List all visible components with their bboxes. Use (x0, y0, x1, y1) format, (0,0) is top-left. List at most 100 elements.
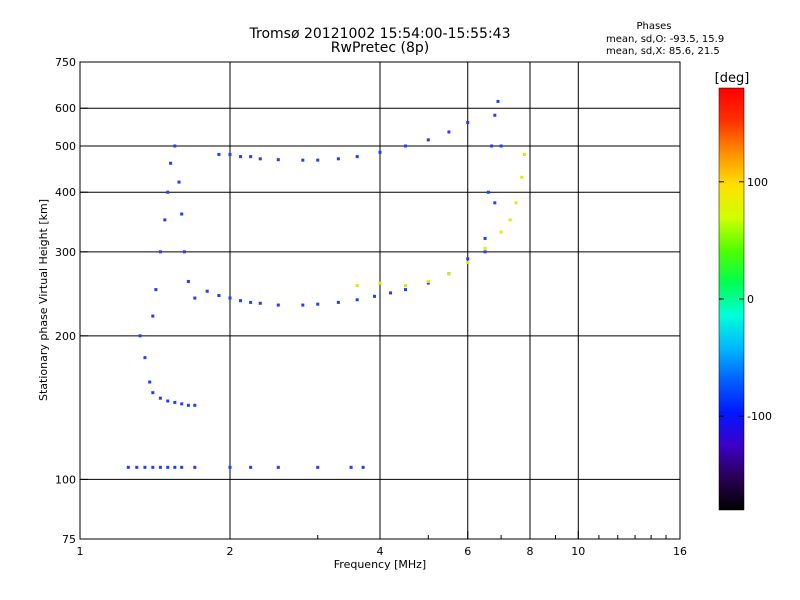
data-point (217, 293, 221, 297)
data-point (143, 465, 147, 469)
data-point (173, 144, 177, 148)
data-point (403, 144, 407, 148)
data-point (389, 291, 393, 295)
data-point (378, 150, 382, 154)
colorbar-tick-label: -100 (747, 410, 772, 423)
data-point (228, 152, 232, 156)
phases-line-x: mean, sd,X: 85.6, 21.5 (606, 46, 720, 57)
data-point (523, 152, 527, 156)
y-tick-label: 200 (55, 330, 76, 343)
data-point (126, 465, 130, 469)
data-point (186, 279, 190, 283)
data-point (158, 465, 162, 469)
y-tick-label: 750 (55, 56, 76, 69)
x-tick-label: 6 (464, 545, 471, 558)
chart-title: Tromsø 20121002 15:54:00-15:55:43 (249, 26, 511, 42)
y-axis-ticks: 75 100 200 300 400 500 600 750 (55, 56, 88, 546)
x-tick-label: 8 (527, 545, 534, 558)
data-point (158, 250, 162, 254)
data-point (316, 158, 320, 162)
data-point (336, 300, 340, 304)
data-point (483, 246, 487, 250)
data-point (426, 138, 430, 142)
data-point (258, 301, 262, 305)
x-tick-label: 10 (571, 545, 585, 558)
data-point (182, 250, 186, 254)
phases-line-o: mean, sd,O: -93.5, 15.9 (606, 34, 724, 45)
x-tick-label: 4 (377, 545, 384, 558)
x-tick-label: 2 (227, 545, 234, 558)
data-point (186, 403, 190, 407)
data-point (249, 155, 253, 159)
y-tick-label: 300 (55, 246, 76, 259)
data-point (361, 465, 365, 469)
data-point (166, 399, 170, 403)
colorbar-label: [deg] (715, 71, 750, 86)
data-point (403, 288, 407, 292)
data-point (228, 296, 232, 300)
data-point (276, 303, 280, 307)
data-point (143, 356, 147, 360)
data-point (514, 201, 518, 205)
phases-title: Phases (636, 21, 671, 32)
data-point (520, 175, 524, 179)
data-point (499, 144, 503, 148)
x-tick-label: 1 (77, 545, 84, 558)
y-tick-label: 100 (55, 473, 76, 486)
data-point (148, 380, 152, 384)
data-point (447, 272, 451, 276)
data-point (158, 396, 162, 400)
y-tick-label: 400 (55, 186, 76, 199)
data-point (486, 190, 490, 194)
data-point (426, 279, 430, 283)
data-point (239, 299, 243, 303)
data-point (301, 158, 305, 162)
colorbar-ticks: 100 0 -100 (719, 176, 772, 423)
y-tick-label: 600 (55, 102, 76, 115)
x-axis-ticks: 1 2 4 6 8 10 16 (77, 531, 687, 558)
data-point (466, 257, 470, 261)
x-axis-label: Frequency [MHz] (334, 558, 426, 571)
data-point (166, 465, 170, 469)
y-tick-label: 75 (62, 533, 76, 546)
data-point (499, 230, 503, 234)
data-point (466, 260, 470, 264)
data-point (355, 283, 359, 287)
data-point (138, 334, 142, 338)
data-point (301, 303, 305, 307)
data-point (276, 465, 280, 469)
data-point (490, 144, 494, 148)
data-point (355, 155, 359, 159)
colorbar-tick-label: 0 (747, 293, 754, 306)
data-point (249, 300, 253, 304)
y-axis-label: Stationary phase Virtual Height [km] (37, 199, 50, 401)
colorbar-tick-label: 100 (747, 176, 768, 189)
data-point (316, 302, 320, 306)
data-point (166, 190, 170, 194)
data-point (355, 298, 359, 302)
data-point (447, 130, 451, 134)
data-point (180, 465, 184, 469)
data-point (217, 152, 221, 156)
data-point (493, 201, 497, 205)
data-point (193, 403, 197, 407)
data-point (483, 250, 487, 254)
data-point (496, 99, 500, 103)
data-point (508, 218, 512, 222)
data-point (151, 465, 155, 469)
data-point (373, 294, 377, 298)
data-point (316, 465, 320, 469)
data-point (173, 465, 177, 469)
data-point (336, 157, 340, 161)
data-point (228, 465, 232, 469)
data-point (151, 391, 155, 395)
data-point (173, 400, 177, 404)
data-point (426, 281, 430, 285)
data-point (151, 314, 155, 318)
data-point (180, 212, 184, 216)
data-point (205, 289, 209, 293)
data-point (180, 402, 184, 406)
data-point (163, 218, 167, 222)
data-point (466, 121, 470, 125)
